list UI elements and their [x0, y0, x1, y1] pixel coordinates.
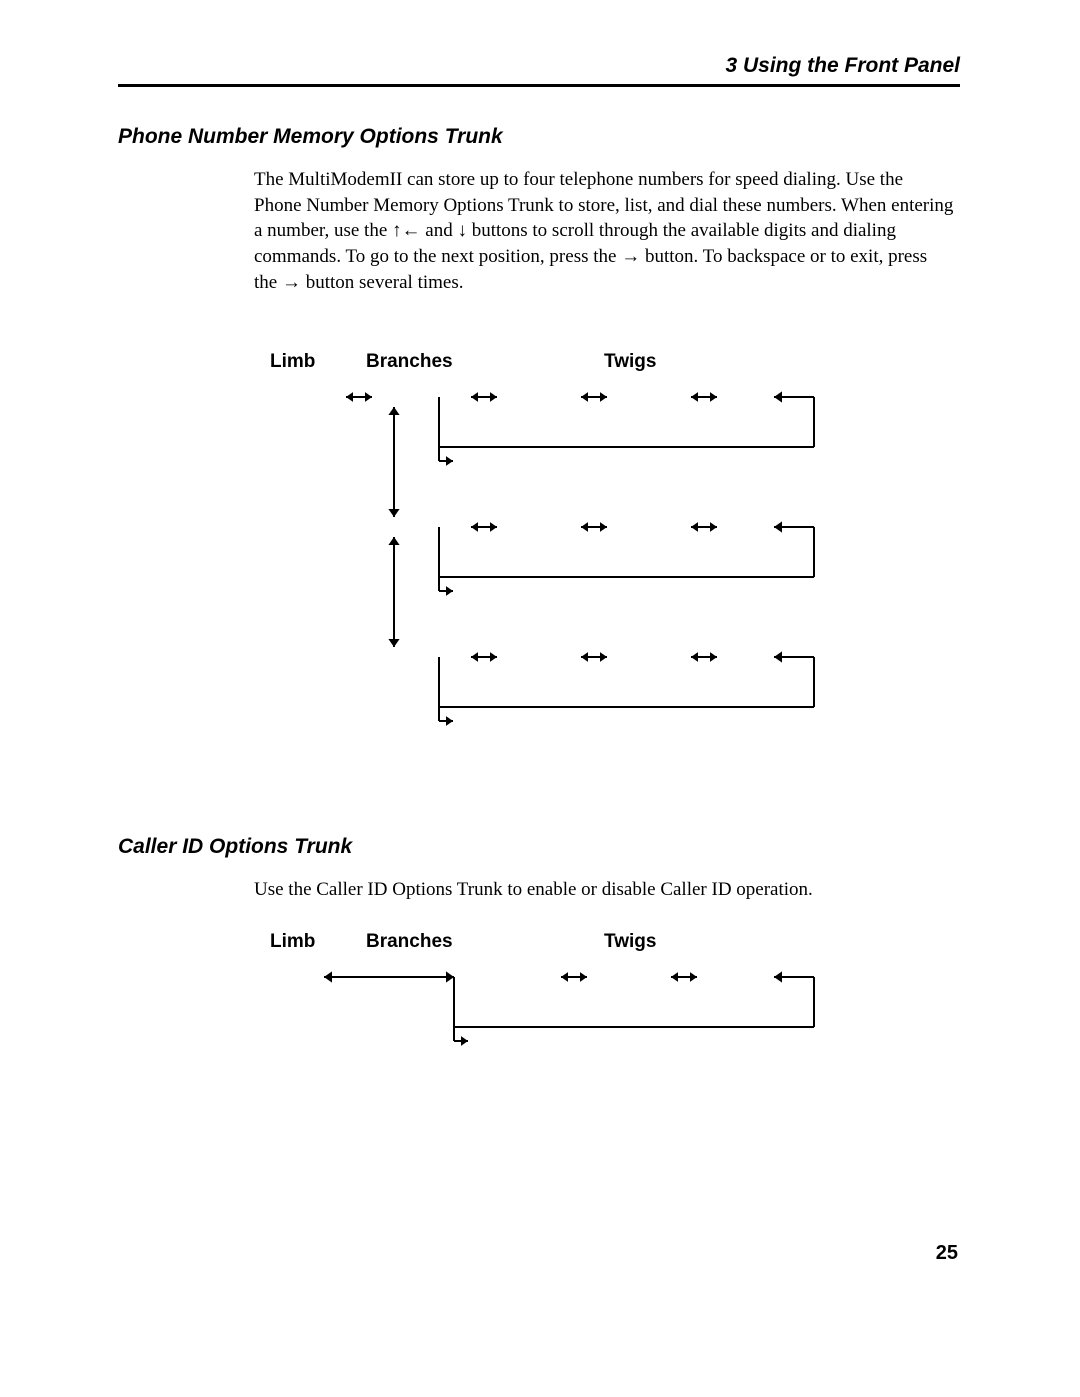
page-number: 25 [936, 1242, 958, 1265]
diagram1-headers: Limb Branches Twigs [254, 351, 954, 377]
left-arrow-glyph: ← [402, 220, 421, 241]
para-text: button several times. [301, 272, 464, 293]
section2-paragraph: Use the Caller ID Options Trunk to enabl… [254, 877, 954, 903]
running-head: 3 Using the Front Panel [118, 54, 960, 84]
header-limb: Limb [270, 931, 315, 953]
section2-title: Caller ID Options Trunk [118, 835, 960, 859]
diagram1-svg [254, 377, 954, 757]
right-arrow-glyph: → [282, 272, 301, 293]
up-arrow-glyph: ↑ [392, 220, 402, 241]
diagram2-headers: Limb Branches Twigs [254, 931, 954, 957]
down-arrow-glyph: ↓ [457, 220, 467, 241]
diagram2-svg [254, 957, 954, 1077]
header-twigs: Twigs [604, 931, 656, 953]
header-branches: Branches [366, 351, 453, 373]
para-text: and [421, 220, 458, 241]
header-branches: Branches [366, 931, 453, 953]
header-limb: Limb [270, 351, 315, 373]
section1-paragraph: The MultiModemII can store up to four te… [254, 167, 954, 295]
page-content: 3 Using the Front Panel Phone Number Mem… [118, 54, 960, 1077]
right-arrow-glyph: → [621, 246, 640, 267]
header-rule [118, 84, 960, 87]
header-twigs: Twigs [604, 351, 656, 373]
section1-title: Phone Number Memory Options Trunk [118, 125, 960, 149]
